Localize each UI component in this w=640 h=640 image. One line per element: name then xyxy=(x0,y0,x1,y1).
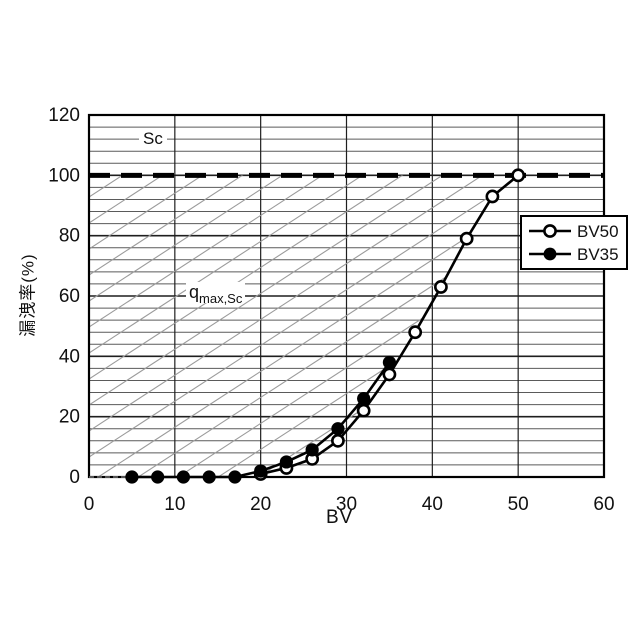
x-axis-title: BV xyxy=(326,507,354,528)
plot-frame xyxy=(87,113,606,479)
x-tick-label: 60 xyxy=(593,494,614,515)
y-tick-label: 80 xyxy=(59,226,80,247)
qmax-main-text: q xyxy=(189,282,200,302)
open-circle-marker-icon xyxy=(529,224,571,238)
x-tick-label: 40 xyxy=(422,494,443,515)
legend-label-bv35: BV35 xyxy=(577,244,619,264)
legend-label-bv50: BV50 xyxy=(577,221,619,241)
x-tick-label: 30 xyxy=(336,494,357,515)
y-tick-label: 40 xyxy=(59,346,80,367)
x-tick-label: 50 xyxy=(508,494,529,515)
qmax-subscript-text: max,Sc xyxy=(199,291,243,306)
legend-item-bv35: BV35 xyxy=(528,243,622,265)
legend-item-bv50: BV50 xyxy=(528,220,622,242)
filled-circle-marker-icon xyxy=(529,247,571,261)
y-tick-label: 100 xyxy=(48,165,80,186)
y-tick-label: 60 xyxy=(59,286,80,307)
legend-box: BV50 BV35 xyxy=(520,215,628,270)
series-markers-bv50 xyxy=(253,168,526,481)
series-markers-bv35 xyxy=(125,355,397,484)
y-axis-title: 漏洩率(%) xyxy=(18,253,38,337)
x-tick-label: 0 xyxy=(84,494,95,515)
y-tick-label: 0 xyxy=(69,467,80,488)
x-tick-label: 20 xyxy=(250,494,271,515)
sc-reference-label: Sc xyxy=(139,129,167,149)
qmax-region-label: qmax,Sc xyxy=(186,282,246,306)
y-tick-label: 120 xyxy=(48,105,80,126)
x-tick-label: 10 xyxy=(164,494,185,515)
y-tick-label: 20 xyxy=(59,407,80,428)
